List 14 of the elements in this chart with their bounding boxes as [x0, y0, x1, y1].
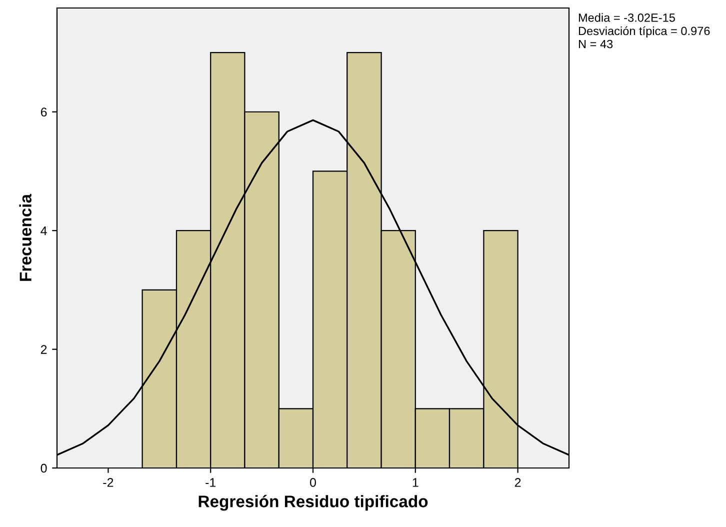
x-tick-label: -1 — [206, 478, 216, 487]
x-tick-label: 2 — [514, 478, 521, 487]
x-tick-label: 0 — [310, 478, 316, 487]
y-tick-label: 6 — [40, 108, 47, 117]
y-axis-title: Frecuencia — [19, 194, 32, 281]
text: Desviación típica = 0.976 — [578, 26, 710, 38]
text: Media = -3.02E-15 — [578, 13, 675, 22]
x-tick-label: -2 — [103, 478, 114, 487]
x-axis-title: Regresión Residuo tipificado — [198, 494, 428, 511]
text: N = 43 — [578, 40, 613, 48]
y-tick-label: 0 — [40, 464, 47, 473]
x-tick-label: 1 — [412, 478, 418, 487]
y-tick-label: 2 — [40, 345, 47, 354]
y-tick-label: 4 — [40, 226, 47, 236]
